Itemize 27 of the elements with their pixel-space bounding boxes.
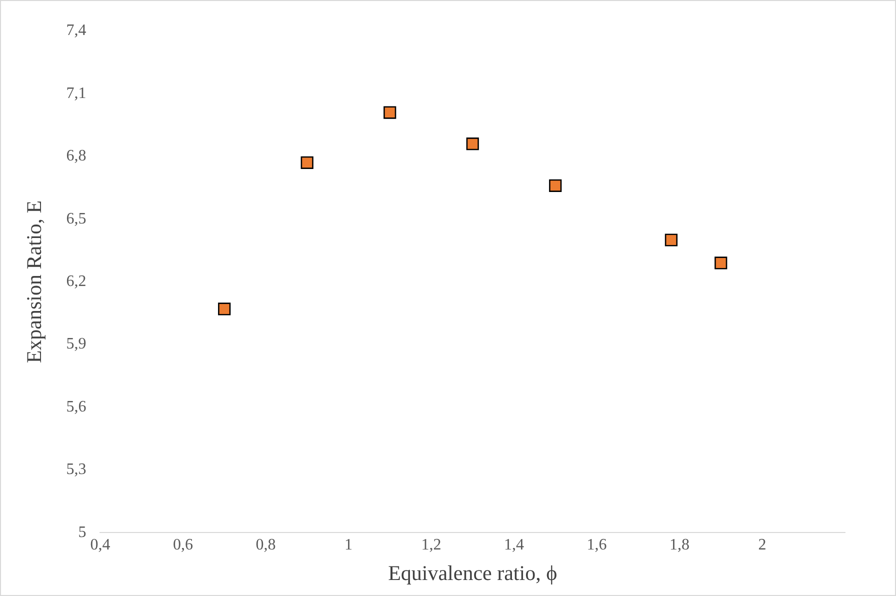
x-tick-label: 1,2 <box>421 536 442 554</box>
y-tick-label: 6,5 <box>66 210 86 228</box>
y-tick-label: 6,2 <box>66 273 86 290</box>
y-tick-label: 7,1 <box>66 84 86 102</box>
x-tick-label: 0,4 <box>90 536 110 554</box>
x-axis-title: Equivalence ratio, ϕ <box>388 560 558 585</box>
x-tick-label: 0,8 <box>256 536 276 554</box>
point <box>300 156 314 169</box>
y-tick-label: 5,9 <box>66 336 86 353</box>
y-axis-title: Expansion Ratio, E <box>22 200 46 364</box>
y-tick-label: 5,6 <box>66 398 86 416</box>
x-tick-label: 1,6 <box>586 536 607 554</box>
x-tick-label: 1,4 <box>504 536 524 554</box>
y-tick-label: 6,8 <box>66 148 86 165</box>
point <box>466 138 479 150</box>
point <box>218 302 231 316</box>
x-tick-label: 1,8 <box>669 536 690 554</box>
x-tick-label: 2 <box>758 536 766 554</box>
point <box>384 106 396 119</box>
x-tick-label: 1 <box>344 536 352 554</box>
point <box>549 179 562 192</box>
x-tick-label: 0,6 <box>172 536 193 554</box>
y-tick-label: 5 <box>78 524 86 541</box>
point <box>664 234 678 246</box>
y-tick-label: 7,4 <box>66 22 86 40</box>
y-tick-label: 5,3 <box>66 461 86 478</box>
point <box>714 256 728 270</box>
